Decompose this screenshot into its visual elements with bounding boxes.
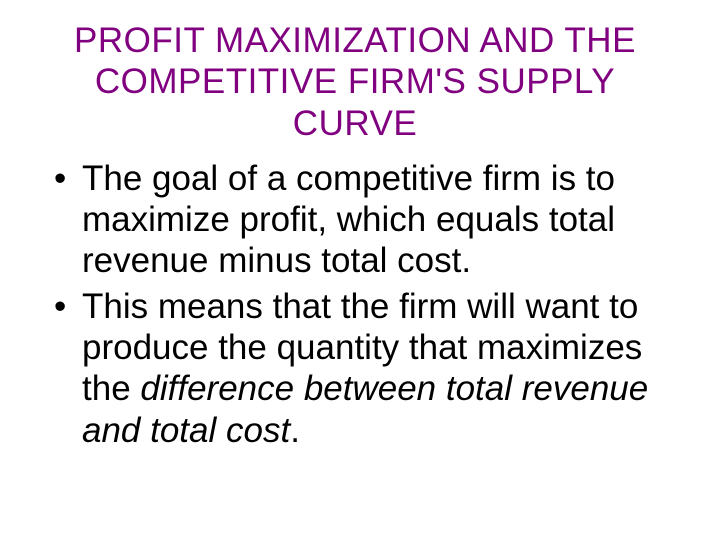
title-line-2: COMPETITIVE FIRM'S SUPPLY bbox=[95, 62, 615, 101]
bullet-item: This means that the firm will want to pr… bbox=[54, 286, 680, 451]
bullet-text-after: . bbox=[290, 411, 300, 450]
title-line-3: CURVE bbox=[293, 104, 417, 143]
bullet-item: The goal of a competitive firm is to max… bbox=[54, 158, 680, 282]
bullet-text-italic: difference between total revenue and tot… bbox=[82, 369, 648, 449]
bullet-text: The goal of a competitive firm is to max… bbox=[82, 159, 615, 281]
slide-title: PROFIT MAXIMIZATION AND THE COMPETITIVE … bbox=[30, 20, 680, 144]
title-line-1: PROFIT MAXIMIZATION AND THE bbox=[74, 21, 636, 60]
bullet-list: The goal of a competitive firm is to max… bbox=[30, 158, 680, 451]
